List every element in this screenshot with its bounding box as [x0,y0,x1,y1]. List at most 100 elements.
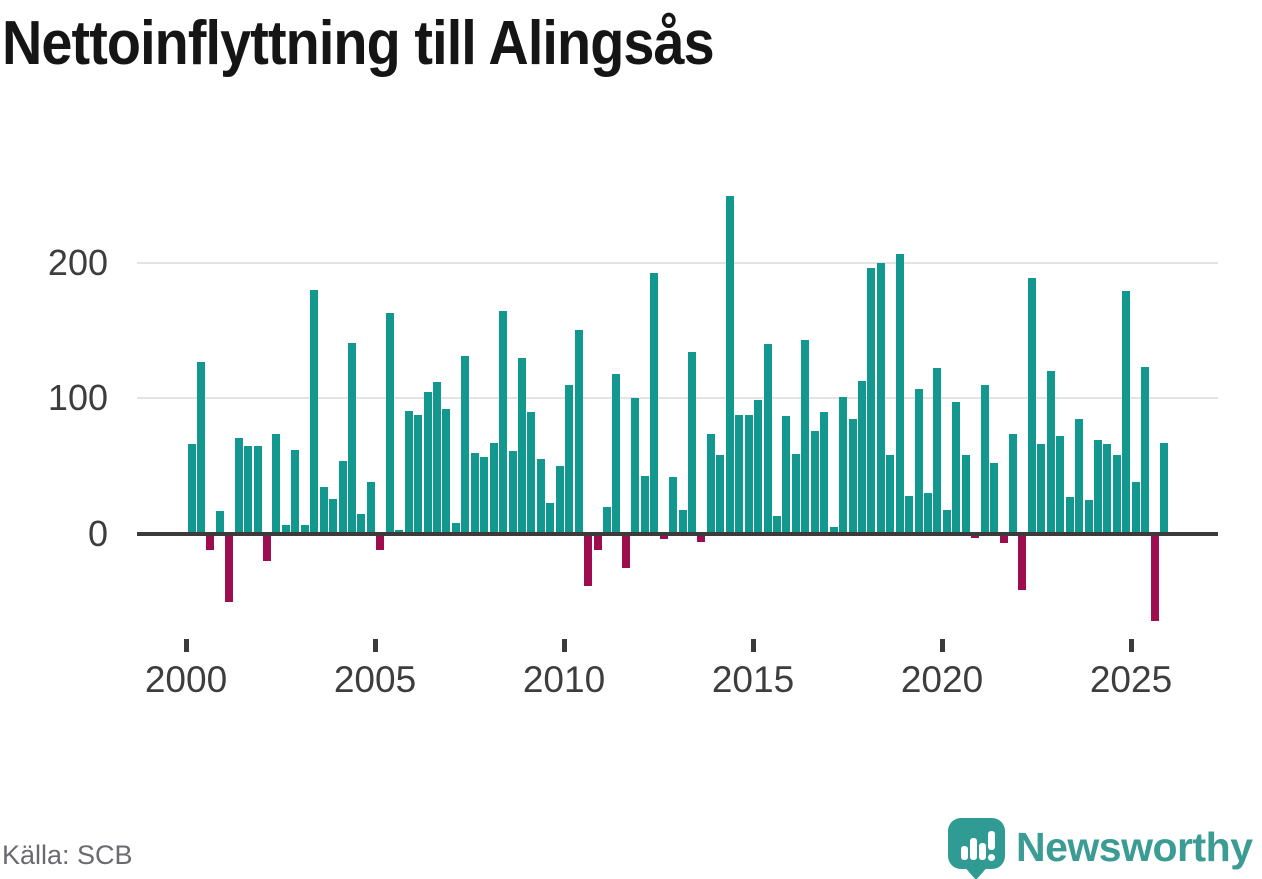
x-axis-tick-label: 2005 [333,659,417,700]
bar-positive [612,373,621,534]
chart-title: Nettoinflyttning till Alingsås [2,9,715,78]
bar-positive [423,391,432,534]
bar-positive [933,368,942,534]
bar-positive [678,509,687,534]
bar-positive [461,356,470,534]
logo-speech-tail [962,864,990,879]
bar-positive [442,409,451,534]
bar-positive [1075,418,1084,534]
bar-positive [414,414,423,534]
bar-positive [820,411,829,534]
y-axis-tick-label: 0 [87,513,108,554]
bar-positive [480,456,489,534]
bar-positive [244,445,253,534]
x-axis-tick-label: 2020 [900,659,984,700]
bar-negative [584,534,593,586]
bar-positive [829,527,838,534]
y-axis-tick-label: 100 [47,377,108,419]
logo-exclamation-stem [988,831,995,850]
bar-positive [669,477,678,534]
bar-positive [839,396,848,534]
x-axis-tick [940,639,945,652]
bar-positive [489,443,498,534]
bar-positive [990,463,999,534]
bar-positive [470,452,479,534]
bar-positive [536,459,545,534]
x-axis-tick-label: 2000 [144,659,228,700]
bar-positive [640,475,649,534]
bar-positive [310,289,319,534]
bar-positive [1103,444,1112,534]
bar-negative [659,534,668,540]
x-axis-line [137,532,1218,536]
bar-positive [735,414,744,534]
bar-positive [810,430,819,534]
bar-positive [886,455,895,534]
bar-positive [924,493,933,534]
bar-negative [263,534,272,562]
bar-negative [206,534,215,551]
x-axis-tick-label: 2010 [522,659,606,700]
y-axis-tick-label: 200 [47,241,108,283]
bar-positive [1037,444,1046,534]
y-gridline [137,397,1218,400]
x-axis-tick [562,639,567,652]
bar-positive [508,451,517,534]
bar-positive [546,502,555,534]
bar-negative [971,534,980,539]
bar-positive [1009,433,1018,534]
logo-bar-medium [979,843,986,860]
bar-positive [1046,371,1055,534]
bar-positive [744,414,753,534]
source-note: Källa: SCB [2,840,133,870]
bar-positive [518,357,526,534]
bar-negative [999,534,1008,544]
logo-bar-tall [970,838,977,860]
bar-positive [895,254,904,534]
bar-positive [281,524,290,534]
bar-positive [1084,500,1093,534]
bar-positive [196,361,205,534]
bar-positive [980,384,989,534]
bar-positive [961,455,970,534]
bar-positive [848,418,857,534]
bar-positive [650,273,659,534]
bar-positive [187,444,196,534]
bar-positive [319,486,328,534]
bar-positive [555,466,564,534]
y-gridline [137,261,1218,264]
bar-positive [329,498,338,534]
x-axis-tick [1129,639,1134,652]
bar-positive [215,510,224,534]
bar-positive [801,339,810,534]
bar-negative [225,534,234,602]
bar-positive [772,516,781,534]
bar-positive [791,453,800,534]
bar-positive [857,380,866,534]
bar-positive [867,268,876,534]
newsworthy-logo-text: Newsworthy [1016,824,1253,870]
bar-positive [763,344,772,534]
bar-negative [376,534,385,551]
bar-positive [404,410,413,534]
logo-bar-small [961,846,968,860]
bar-positive [499,311,508,534]
bar-positive [300,524,309,534]
bar-positive [1112,455,1121,534]
bar-positive [1141,367,1150,534]
newsworthy-logo: Newsworthy [948,812,1260,879]
bar-positive [272,433,281,534]
bar-positive [1122,291,1131,534]
bar-positive [1056,436,1065,534]
bar-positive [914,388,923,534]
bar-positive [291,449,300,534]
bar-negative [593,534,602,551]
bar-positive [725,196,734,534]
bar-positive [574,330,583,534]
bar-positive [1027,277,1036,534]
bar-positive [565,384,574,534]
bar-positive [234,437,243,534]
bar-positive [602,506,611,534]
bar-positive [527,411,536,534]
bar-positive [876,262,885,534]
